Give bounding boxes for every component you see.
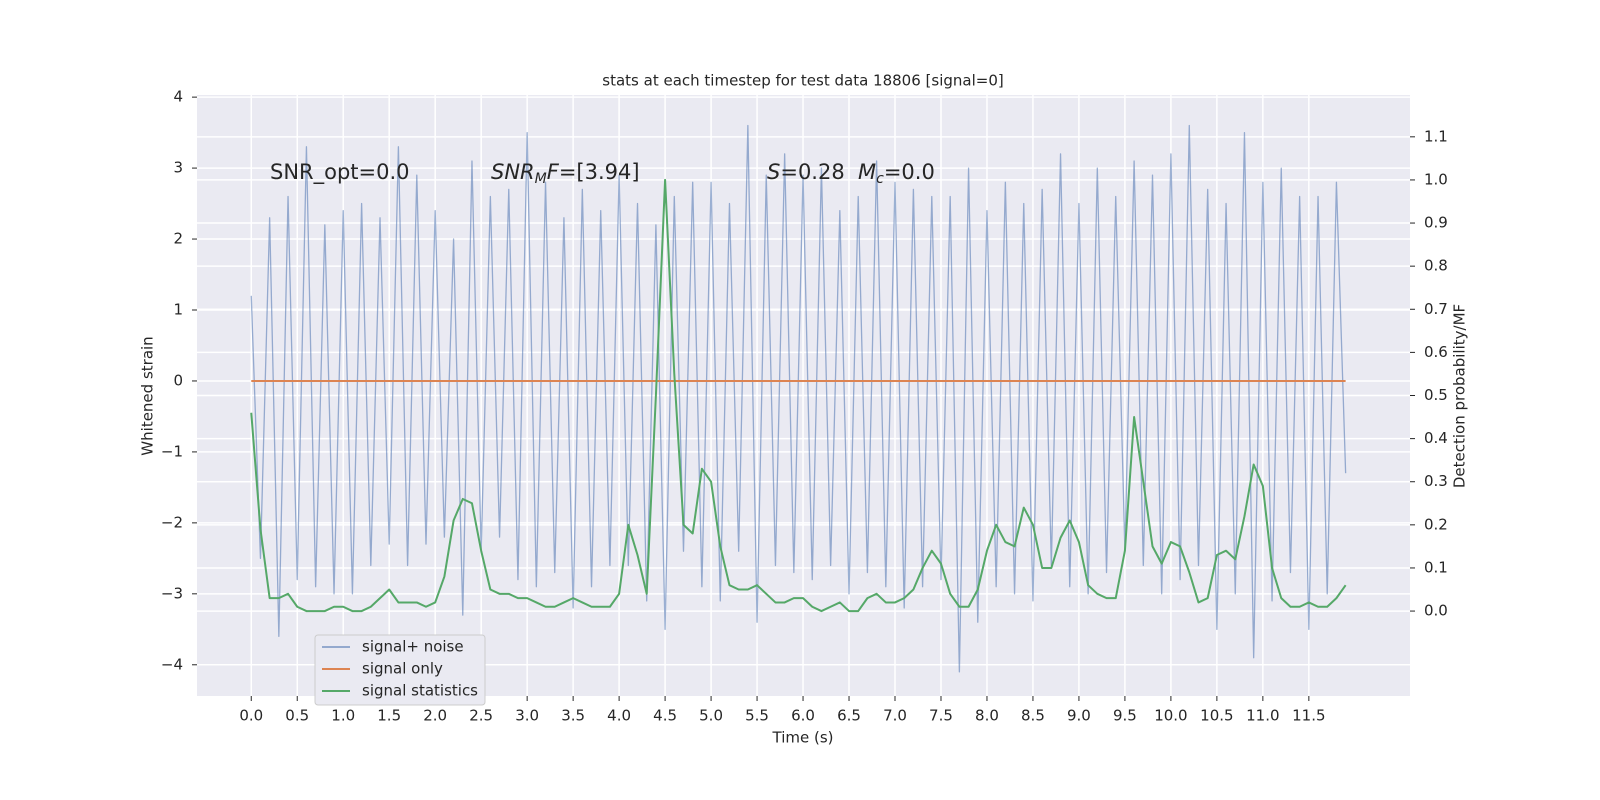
y2-tick-label: 0.7 <box>1424 300 1448 318</box>
y-axis-label: Whitened strain <box>139 336 157 455</box>
x-tick-label: 0.5 <box>285 707 309 725</box>
y-tick-label: −2 <box>161 513 183 531</box>
legend: signal+ noise signal only signal statistic… <box>314 634 486 706</box>
y-tick-label: 1 <box>173 300 183 318</box>
x-tick-label: 9.0 <box>1067 707 1091 725</box>
y-tick-label: 2 <box>173 230 183 248</box>
legend-label: signal statistics <box>362 682 478 700</box>
y2-tick-label: 0.5 <box>1424 386 1448 404</box>
y2-axis-label: Detection probability/MF <box>1451 304 1469 488</box>
x-tick-label: 6.5 <box>837 707 861 725</box>
x-tick-label: 7.0 <box>883 707 907 725</box>
y2-tick-label: 0.4 <box>1424 429 1448 447</box>
legend-label: signal+ noise <box>362 638 464 656</box>
annotation-part: F <box>547 160 560 184</box>
x-tick-label: 8.5 <box>1021 707 1045 725</box>
annotation-part: c <box>876 171 884 187</box>
x-tick-label: 1.5 <box>377 707 401 725</box>
annotation: S=0.28 <box>767 160 845 184</box>
y-tick-label: 4 <box>173 88 183 106</box>
x-tick-label: 9.5 <box>1113 707 1137 725</box>
y2-tick-label: 1.0 <box>1424 170 1448 188</box>
annotation: Mc=0.0 <box>858 160 935 187</box>
annotation: SNRMF=[3.94] <box>491 160 640 187</box>
y2-tick-label: 0.3 <box>1424 472 1448 490</box>
x-tick-label: 3.5 <box>561 707 585 725</box>
y-tick-label: −3 <box>161 584 183 602</box>
annotation-part: =0.0 <box>884 160 935 184</box>
x-tick-label: 2.5 <box>469 707 493 725</box>
x-tick-label: 5.0 <box>699 707 723 725</box>
y2-tick-label: 0.1 <box>1424 558 1448 576</box>
y-tick-label: −1 <box>161 442 183 460</box>
legend-label: signal only <box>362 660 443 678</box>
x-tick-label: 11.5 <box>1292 707 1325 725</box>
annotation-part: M <box>858 160 876 184</box>
y-tick-label: 0 <box>173 371 183 389</box>
x-tick-label: 5.5 <box>745 707 769 725</box>
annotation-part: SNR <box>491 160 535 184</box>
annotation-part: SNR_opt=0.0 <box>270 160 410 185</box>
x-tick-label: 10.0 <box>1154 707 1187 725</box>
y2-tick-label: 0.0 <box>1424 602 1448 620</box>
y2-tick-label: 1.1 <box>1424 127 1448 145</box>
series-line <box>250 178 1347 613</box>
x-tick-label: 7.5 <box>929 707 953 725</box>
x-tick-label: 6.0 <box>791 707 815 725</box>
x-tick-label: 0.0 <box>239 707 263 725</box>
annotation-part: M <box>535 171 547 187</box>
annotation-part: =0.28 <box>780 160 844 184</box>
x-tick-label: 4.5 <box>653 707 677 725</box>
y2-tick-label: 0.8 <box>1424 257 1448 275</box>
annotation-part: =[3.94] <box>559 160 640 184</box>
legend-box <box>314 634 486 706</box>
x-tick-label: 3.0 <box>515 707 539 725</box>
chart-title: stats at each timestep for test data 188… <box>602 72 1003 90</box>
y2-tick-label: 0.2 <box>1424 515 1448 533</box>
x-tick-label: 10.5 <box>1200 707 1233 725</box>
grid <box>197 95 1410 696</box>
x-tick-label: 4.0 <box>607 707 631 725</box>
annotation: SNR_opt=0.0 <box>270 160 410 185</box>
y-tick-label: −4 <box>161 655 183 673</box>
annotation-part: S <box>767 160 780 184</box>
y2-tick-label: 0.6 <box>1424 343 1448 361</box>
series-line <box>250 124 1347 673</box>
x-tick-label: 2.0 <box>423 707 447 725</box>
y2-tick-label: 0.9 <box>1424 214 1448 232</box>
x-tick-label: 11.0 <box>1246 707 1279 725</box>
x-axis-label: Time (s) <box>772 729 834 747</box>
x-tick-label: 8.0 <box>975 707 999 725</box>
x-tick-label: 1.0 <box>331 707 355 725</box>
y-tick-label: 3 <box>173 159 183 177</box>
